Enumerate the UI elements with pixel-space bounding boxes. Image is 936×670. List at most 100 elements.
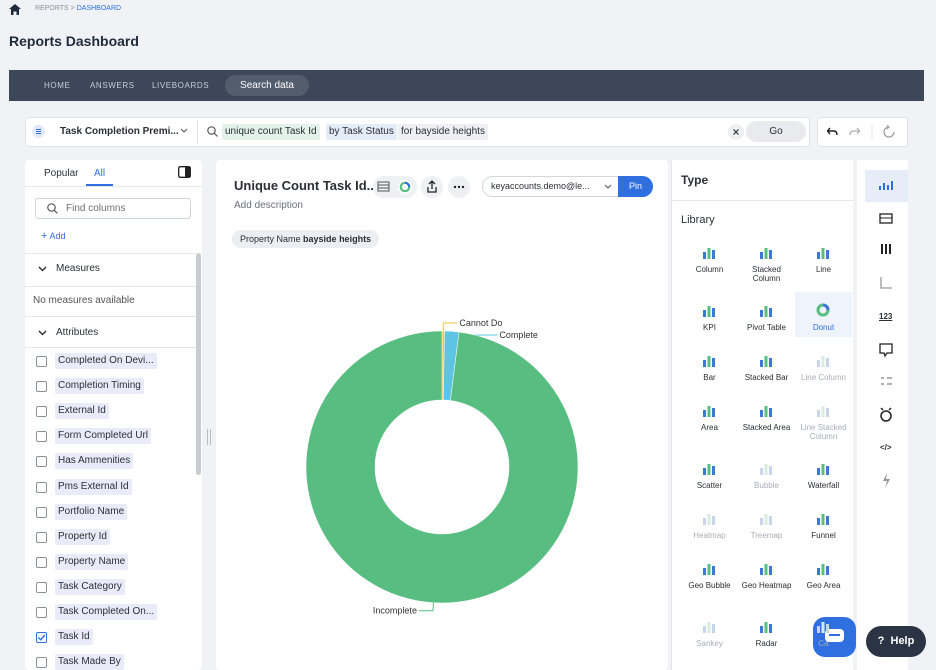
attribute-label[interactable]: Task Id [55,629,93,645]
home-icon[interactable] [9,4,21,15]
chart-type-label[interactable]: Line Column [795,373,852,382]
chart-type-icon[interactable] [815,244,831,260]
chart-type-label[interactable]: Treemap [738,531,795,540]
checkbox[interactable] [36,582,47,593]
attribute-label[interactable]: Pms External Id [55,479,132,495]
chart-type-icon[interactable] [758,352,774,368]
chart-type-label[interactable]: Line [795,265,852,274]
chart-type-label[interactable]: KPI [681,323,738,332]
attribute-label[interactable]: Completed On Devi... [55,353,157,369]
chart-type-label[interactable]: Area [681,423,738,432]
chart-type-label[interactable]: Geo Area [795,581,852,590]
attribute-label[interactable]: Form Completed Url [55,428,151,444]
chart-type-label[interactable]: Stacked Column [738,265,795,283]
checkbox[interactable] [36,532,47,543]
more-button[interactable] [448,176,470,198]
chart-type-icon[interactable] [758,302,774,318]
chart-type-icon[interactable] [815,302,831,318]
chart-type-label[interactable]: Ca [795,639,852,648]
nav-item[interactable]: ANSWERS [90,81,135,90]
chart-type-icon[interactable] [701,618,717,634]
attribute-label[interactable]: Has Ammenities [55,453,133,469]
chart-type-icon[interactable] [815,510,831,526]
checkbox[interactable] [36,657,47,668]
checkbox[interactable] [36,607,47,618]
search-token[interactable]: unique count Task Id [222,124,320,140]
chevron[interactable] [38,330,47,336]
search-token[interactable]: for bayside heights [398,124,488,140]
chart-type-label[interactable]: Funnel [795,531,852,540]
chart-type-label[interactable]: Stacked Area [738,423,795,432]
section-header[interactable]: Attributes [56,327,98,338]
attribute-label[interactable]: Property Id [55,529,110,545]
scrollbar[interactable] [196,253,201,475]
attribute-label[interactable]: Portfolio Name [55,504,127,520]
attribute-label[interactable]: Property Name [55,554,128,570]
breadcrumb-item[interactable]: REPORTS [35,5,69,12]
chart-type-label[interactable]: Donut [795,323,852,332]
chart-type-icon[interactable] [701,460,717,476]
chart-type-label[interactable]: Bubble [738,481,795,490]
pin-button[interactable]: Pin [618,176,653,197]
chart-type-icon[interactable] [758,560,774,576]
attribute-label[interactable]: Task Made By [55,654,124,670]
chart-type-label[interactable]: Geo Bubble [681,581,738,590]
chart-type-icon[interactable] [815,618,831,634]
chart-type-label[interactable]: Scatter [681,481,738,490]
help-button[interactable]: ? Help [866,626,926,657]
splitter[interactable] [206,429,212,445]
chart-type-label[interactable]: Pivot Table [738,323,795,332]
nav-item[interactable]: LIVEBOARDS [152,81,209,90]
go-button[interactable]: Go [746,121,806,142]
chart-type-icon[interactable] [701,302,717,318]
chart-type-label[interactable]: Geo Heatmap [738,581,795,590]
checkbox[interactable] [36,507,47,518]
attribute-label[interactable]: Task Completed On... [55,604,157,620]
clear-button[interactable] [728,124,744,140]
chart-type-icon[interactable] [701,510,717,526]
view-toggle-icons[interactable] [377,180,415,195]
checkbox[interactable] [36,406,47,417]
chart-type-icon[interactable] [701,244,717,260]
user-name[interactable]: keyaccounts.demo@le... [491,181,590,191]
description[interactable]: Add description [234,200,303,211]
source-selector[interactable]: Task Completion Premi... [60,126,179,137]
checkbox[interactable] [36,456,47,467]
chart-type-icon[interactable] [758,618,774,634]
chart-type-icon[interactable] [815,402,831,418]
chart-type-icon[interactable] [758,510,774,526]
attribute-label[interactable]: Completion Timing [55,378,144,394]
chart-type-icon[interactable] [701,560,717,576]
panel-toggle[interactable] [178,166,191,178]
search-data-button[interactable]: Search data [225,75,309,96]
history-icons[interactable] [827,125,901,139]
chart-type-icon[interactable] [815,460,831,476]
chart-type-label[interactable]: Radar [738,639,795,648]
sidebar-label[interactable]: </> [880,443,892,452]
chart-type-label[interactable]: Bar [681,373,738,382]
checkbox[interactable] [36,557,47,568]
chart-type-icon[interactable] [758,402,774,418]
attribute-label[interactable]: Task Category [55,579,125,595]
share-button[interactable] [421,176,443,198]
attribute-label[interactable]: External Id [55,403,109,419]
section-header[interactable]: Measures [56,263,100,274]
sidebar-label[interactable]: 123 [879,312,892,321]
chart-type-label[interactable]: Line Stacked Column [795,423,852,441]
answer-title[interactable]: Unique Count Task Id... [234,178,377,193]
chart-type-label[interactable]: Column [681,265,738,274]
search-token[interactable]: by Task Status [326,124,397,140]
add-label[interactable]: Add [49,231,65,241]
checkbox[interactable] [36,356,47,367]
tab-active[interactable]: All [94,168,105,179]
user-selector[interactable]: keyaccounts.demo@le... [482,176,622,197]
checkbox[interactable] [36,632,47,643]
chart-type-label[interactable]: Sankey [681,639,738,648]
checkbox[interactable] [36,482,47,493]
add-button[interactable]: + Add [41,230,65,242]
chart-type-icon[interactable] [758,460,774,476]
nav-item[interactable]: HOME [44,81,70,90]
checkbox[interactable] [36,381,47,392]
tab[interactable]: Popular [44,168,78,179]
chart-type-icon[interactable] [815,560,831,576]
